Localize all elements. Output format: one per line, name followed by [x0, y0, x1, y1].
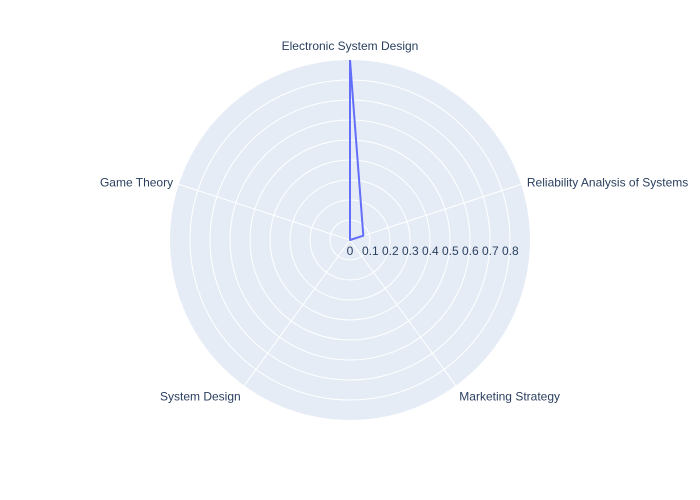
radial-tick-label-7: 0.7: [482, 244, 499, 258]
series-layer: [349, 59, 365, 241]
radial-tick-label-2: 0.2: [382, 244, 399, 258]
category-label-0: Electronic System Design: [282, 39, 419, 53]
radial-tick-label-8: 0.8: [502, 244, 519, 258]
radial-tick-label-6: 0.6: [462, 244, 479, 258]
series-line-0: [349, 59, 365, 241]
category-label-1: Reliability Analysis of Systems: [527, 176, 688, 190]
category-label-2: Marketing Strategy: [459, 390, 560, 404]
radial-tick-label-3: 0.3: [402, 244, 419, 258]
spoke-3: [243, 239, 351, 386]
spoke-1: [349, 183, 522, 241]
radial-tick-label-4: 0.4: [422, 244, 439, 258]
spoke-2: [349, 239, 457, 386]
category-label-4: Game Theory: [100, 176, 173, 190]
spoke-4: [178, 183, 351, 241]
radial-tick-label-5: 0.5: [442, 244, 459, 258]
category-labels: Electronic System Design Reliability Anal…: [100, 39, 688, 404]
radial-tick-labels: 0 0.1 0.2 0.3 0.4 0.5 0.6 0.7 0.8: [347, 244, 519, 258]
category-label-3: System Design: [160, 390, 241, 404]
radial-tick-label-1: 0.1: [362, 244, 379, 258]
radial-tick-label-0: 0: [347, 244, 354, 258]
